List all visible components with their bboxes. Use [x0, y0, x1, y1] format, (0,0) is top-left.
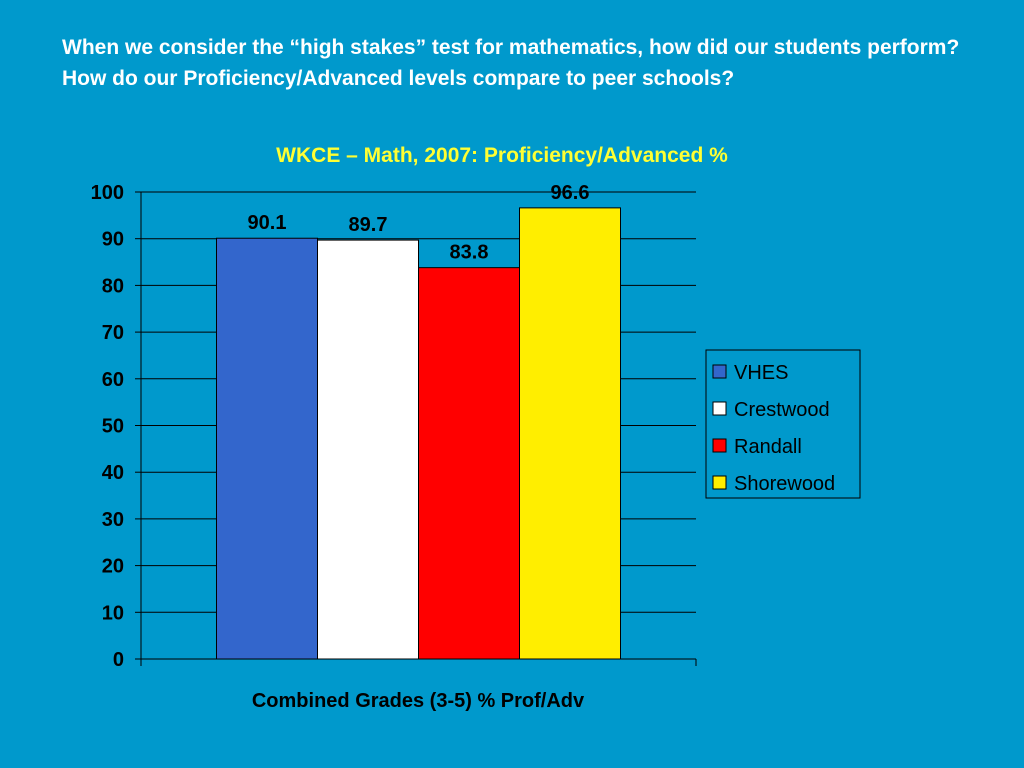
legend-label-randall: Randall — [734, 436, 802, 458]
y-tick-label: 0 — [113, 649, 124, 671]
y-tick-label: 90 — [102, 229, 124, 251]
bar-shorewood — [519, 207, 621, 660]
legend-swatch-shorewood — [712, 475, 727, 490]
legend-swatch-randall — [712, 438, 727, 453]
bar-randall — [418, 267, 520, 660]
plot-area: 0 10 20 30 40 50 60 70 80 90 100 90.1 89.7 83.8 96.6 — [91, 182, 697, 671]
legend-label-vhes: VHES — [734, 362, 788, 384]
y-tick-label: 50 — [102, 416, 124, 438]
y-tick-label: 10 — [102, 602, 124, 624]
legend-label-shorewood: Shorewood — [734, 473, 835, 495]
y-tick-label: 30 — [102, 509, 124, 531]
y-tick-label: 40 — [102, 462, 124, 484]
y-tick-label: 70 — [102, 322, 124, 344]
legend-box — [705, 349, 861, 499]
legend-swatch-vhes — [712, 364, 727, 379]
y-tick-label: 80 — [102, 275, 124, 297]
data-label-vhes: 90.1 — [248, 212, 287, 234]
y-tick-label: 100 — [91, 182, 124, 204]
legend-label-crestwood: Crestwood — [734, 399, 830, 421]
chart-title: WKCE – Math, 2007: Proficiency/Advanced … — [276, 144, 728, 167]
data-label-randall: 83.8 — [450, 242, 489, 264]
bar-vhes — [216, 237, 318, 660]
bar-crestwood — [317, 239, 419, 660]
y-tick-label: 20 — [102, 556, 124, 578]
legend: VHES Crestwood Randall Shorewood — [705, 349, 861, 499]
slide-question: When we consider the “high stakes” test … — [62, 36, 960, 90]
data-label-shorewood: 96.6 — [551, 182, 590, 204]
x-axis-label: Combined Grades (3-5) % Prof/Adv — [252, 690, 585, 712]
legend-swatch-crestwood — [712, 401, 727, 416]
y-tick-label: 60 — [102, 369, 124, 391]
data-label-crestwood: 89.7 — [349, 214, 388, 236]
